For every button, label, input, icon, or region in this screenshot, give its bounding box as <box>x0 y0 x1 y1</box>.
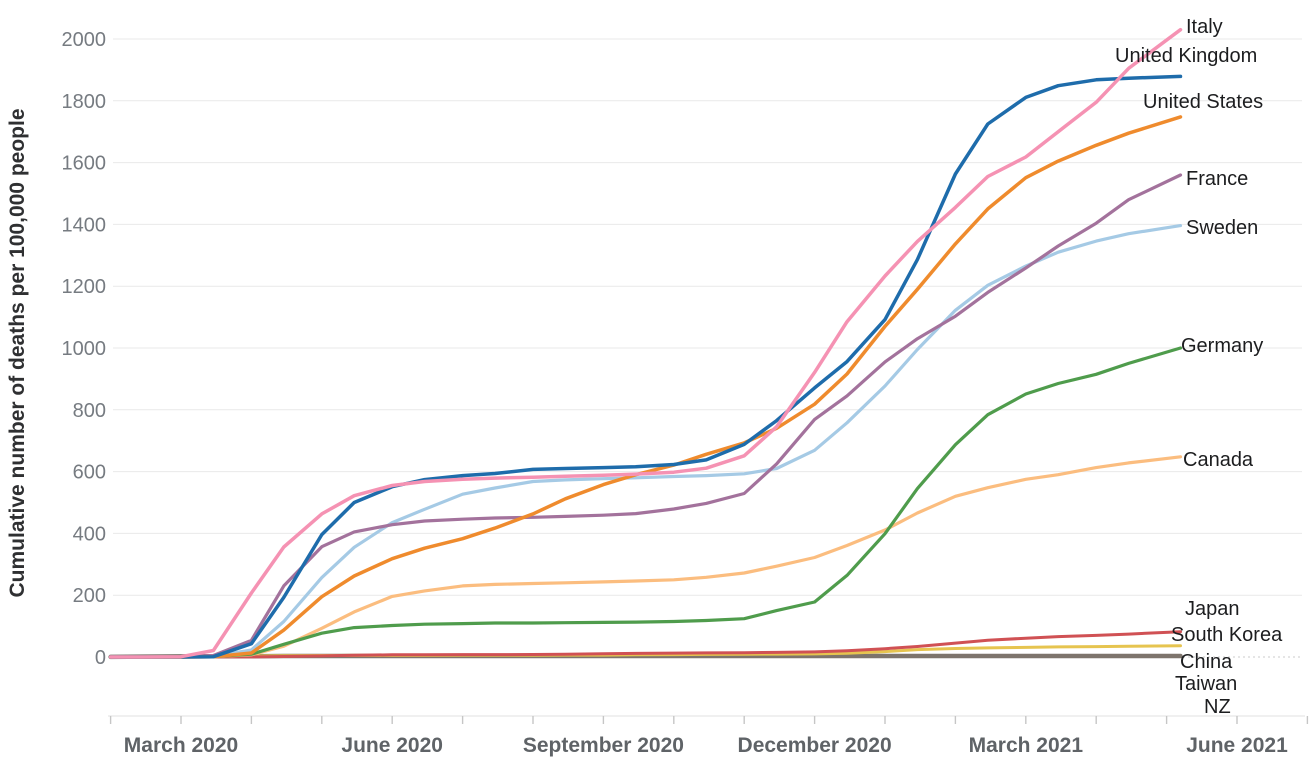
line-italy <box>108 27 1183 659</box>
x-tick-label: September 2020 <box>523 734 684 757</box>
gridlines <box>113 38 1302 658</box>
country-label-japan: Japan <box>1185 598 1240 620</box>
y-tick-label: 2000 <box>62 29 107 51</box>
y-tick-label: 800 <box>73 400 106 422</box>
x-tick-label: March 2021 <box>969 734 1084 757</box>
country-label-germany: Germany <box>1181 335 1263 357</box>
country-label-italy: Italy <box>1186 16 1223 38</box>
y-tick-label: 1200 <box>62 276 107 298</box>
country-label-canada: Canada <box>1183 449 1254 471</box>
y-axis-title: Cumulative number of deaths per 100,000 … <box>6 109 29 598</box>
x-tick-label: December 2020 <box>738 734 892 757</box>
x-tick-label: June 2020 <box>341 734 443 757</box>
country-label-south-korea: South Korea <box>1171 624 1283 646</box>
country-label-united-kingdom: United Kingdom <box>1115 45 1257 67</box>
country-label-sweden: Sweden <box>1186 217 1258 239</box>
x-tick-label: March 2020 <box>124 734 238 757</box>
y-tick-label: 1000 <box>62 338 107 360</box>
line-japan <box>109 630 1182 659</box>
country-label-united-states: United States <box>1143 91 1263 113</box>
x-axis: March 2020 June 2020 September 2020 Decembe… <box>108 715 1309 757</box>
country-label-taiwan: Taiwan <box>1175 673 1237 695</box>
line-united-states <box>108 115 1183 659</box>
line-canada <box>109 455 1183 659</box>
line-sweden <box>109 224 1183 659</box>
line-france <box>109 173 1183 659</box>
line-germany <box>109 346 1183 659</box>
y-tick-label: 600 <box>73 462 106 484</box>
line-united-kingdom <box>108 74 1183 659</box>
y-tick-label: 400 <box>73 523 106 545</box>
country-label-china: China <box>1180 651 1233 673</box>
country-label-france: France <box>1186 168 1248 190</box>
series-lines <box>108 27 1183 660</box>
y-tick-label: 0 <box>95 647 106 669</box>
x-tick-label: June 2021 <box>1186 734 1288 757</box>
y-tick-label: 1600 <box>62 153 107 175</box>
y-tick-label: 1400 <box>62 214 107 236</box>
country-label-nz: NZ <box>1204 696 1231 718</box>
y-tick-label: 1800 <box>62 91 107 113</box>
y-tick-label: 200 <box>73 585 106 607</box>
y-axis-labels: 0 200 400 600 800 1000 1200 1400 1600 1800 2000 <box>62 29 107 669</box>
